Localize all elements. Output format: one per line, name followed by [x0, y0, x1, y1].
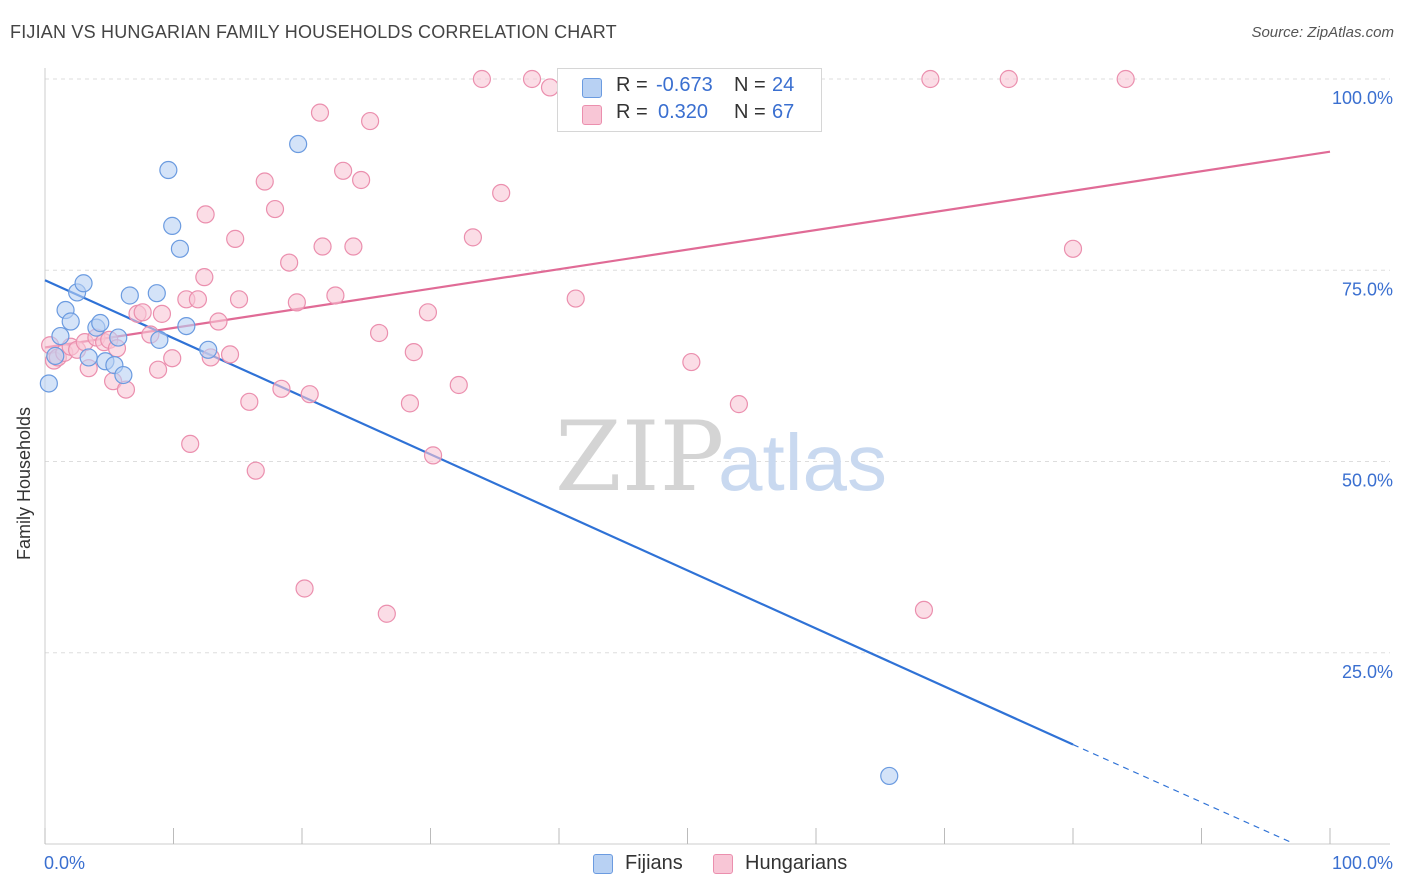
fijian-swatch: [582, 78, 602, 98]
legend-r-value: -0.673: [656, 74, 713, 97]
x-tick-label: 100.0%: [1332, 853, 1393, 873]
fijian-trend-extension: [1073, 745, 1291, 843]
fijian-point: [52, 328, 69, 345]
hungarian-point: [197, 206, 214, 223]
legend-n-value: 24: [772, 74, 794, 97]
stats-legend: R = -0.673 N = 24 R = 0.320 N = 67: [557, 68, 822, 132]
fijian-point: [164, 217, 181, 234]
fijian-point: [200, 341, 217, 358]
hungarian-trend-line: [45, 152, 1330, 348]
legend-row-hungarians: R = 0.320 N = 67: [558, 101, 821, 127]
fijian-point: [92, 315, 109, 332]
hungarian-point: [922, 71, 939, 88]
hungarian-point: [524, 71, 541, 88]
fijian-point: [110, 329, 127, 346]
hungarian-point: [542, 79, 559, 96]
hungarian-point: [1065, 240, 1082, 257]
hungarian-point: [371, 324, 388, 341]
hungarian-point: [683, 354, 700, 371]
hungarian-point: [401, 395, 418, 412]
y-tick-label: 50.0%: [1342, 471, 1393, 491]
watermark-zip: ZIP: [555, 401, 724, 513]
legend-r-label: R =: [616, 74, 648, 97]
gridlines: [45, 79, 1390, 653]
y-tick-label: 25.0%: [1342, 662, 1393, 682]
hungarian-point: [273, 380, 290, 397]
fijian-point: [75, 275, 92, 292]
hungarian-point: [450, 377, 467, 394]
legend-row-fijians: R = -0.673 N = 24: [558, 74, 821, 100]
hungarian-point: [353, 171, 370, 188]
fijian-point: [121, 287, 138, 304]
hungarian-point: [464, 229, 481, 246]
hungarian-point: [345, 238, 362, 255]
fijian-point: [290, 136, 307, 153]
legend-n-value: 67: [772, 101, 794, 124]
hungarian-point: [210, 313, 227, 330]
hungarian-swatch: [582, 105, 602, 125]
hungarian-point: [227, 230, 244, 247]
hungarian-point: [425, 447, 442, 464]
hungarian-point: [314, 238, 331, 255]
legend-label-hungarians: Hungarians: [745, 852, 847, 875]
scatter-chart: ZIP atlas 25.0% 50.0% 75.0% 100.0% 0.0% 100.0…: [0, 0, 1406, 892]
hungarian-point: [134, 304, 151, 321]
hungarian-point: [222, 346, 239, 363]
hungarian-point: [362, 113, 379, 130]
x-tick-label: 0.0%: [44, 853, 85, 873]
fijian-point: [148, 285, 165, 302]
hungarian-point: [153, 305, 170, 322]
legend-r-value: 0.320: [658, 101, 708, 124]
y-tick-label: 100.0%: [1332, 88, 1393, 108]
hungarian-point: [1117, 71, 1134, 88]
hungarian-point: [231, 291, 248, 308]
legend-n-label: N =: [734, 74, 766, 97]
watermark: ZIP atlas: [555, 401, 887, 513]
hungarian-point: [405, 344, 422, 361]
hungarian-point: [915, 601, 932, 618]
hungarian-point: [567, 290, 584, 307]
hungarian-point: [301, 386, 318, 403]
fijian-point: [881, 767, 898, 784]
hungarian-point: [196, 269, 213, 286]
fijian-point: [171, 240, 188, 257]
fijian-swatch: [593, 854, 613, 874]
legend-r-label: R =: [616, 101, 648, 124]
hungarian-point: [281, 254, 298, 271]
hungarian-point: [256, 173, 273, 190]
hungarian-point: [419, 304, 436, 321]
hungarian-point: [378, 605, 395, 622]
hungarian-point: [247, 462, 264, 479]
hungarian-point: [182, 435, 199, 452]
watermark-atlas: atlas: [718, 418, 887, 507]
fijian-point: [160, 162, 177, 179]
hungarian-point: [327, 287, 344, 304]
hungarian-point: [241, 393, 258, 410]
legend-label-fijians: Fijians: [625, 852, 683, 875]
hungarian-point: [150, 361, 167, 378]
hungarian-point: [1000, 71, 1017, 88]
hungarian-point: [335, 162, 352, 179]
hungarian-swatch: [713, 854, 733, 874]
fijian-point: [115, 367, 132, 384]
fijian-point: [178, 318, 195, 335]
hungarian-point: [493, 184, 510, 201]
fijian-point: [62, 313, 79, 330]
hungarian-point: [296, 580, 313, 597]
hungarian-point: [311, 104, 328, 121]
fijian-point: [80, 349, 97, 366]
fijian-point: [151, 331, 168, 348]
hungarian-point: [473, 71, 490, 88]
hungarian-point: [267, 201, 284, 218]
hungarian-point: [164, 350, 181, 367]
hungarian-point: [189, 291, 206, 308]
legend-n-label: N =: [734, 101, 766, 124]
fijian-point: [47, 347, 64, 364]
fijian-point: [40, 375, 57, 392]
hungarian-point: [288, 294, 305, 311]
hungarian-point: [730, 396, 747, 413]
y-tick-label: 75.0%: [1342, 279, 1393, 299]
